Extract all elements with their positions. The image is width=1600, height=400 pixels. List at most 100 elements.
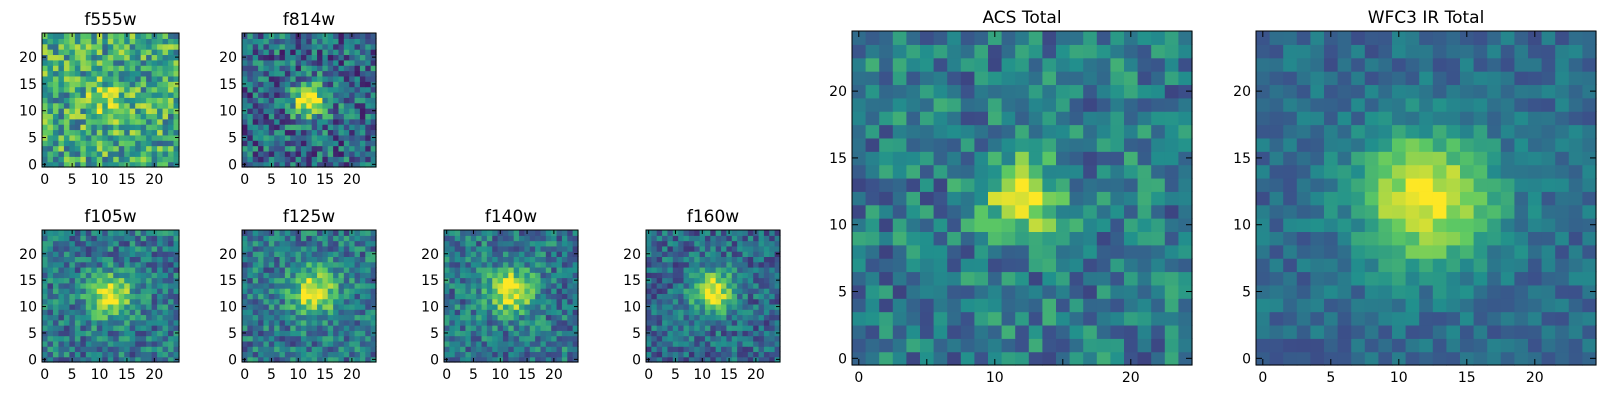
heatmap-cell (140, 293, 147, 300)
heatmap-cell (988, 231, 1003, 246)
heatmap-cell (338, 161, 345, 168)
heatmap-cell (47, 346, 54, 353)
heatmap-cell (753, 245, 760, 252)
heatmap-cell (58, 346, 65, 353)
heatmap-cell (85, 124, 92, 131)
heatmap-cell (333, 161, 340, 168)
heatmap-cell (710, 330, 717, 337)
heatmap-cell (1473, 298, 1488, 313)
heatmap-cell (52, 124, 60, 131)
heatmap-cell (52, 161, 60, 168)
heatmap-cell (85, 240, 92, 247)
heatmap-cell (960, 111, 975, 126)
heatmap-cell (1137, 151, 1152, 166)
heatmap-cell (947, 164, 962, 179)
heatmap-cell (1378, 284, 1393, 299)
heatmap-cell (988, 124, 1003, 139)
heatmap-cell (118, 150, 125, 157)
heatmap-cell (135, 33, 142, 39)
heatmap-cell (258, 86, 265, 93)
heatmap-cell (763, 261, 770, 268)
heatmap-cell (146, 43, 153, 50)
heatmap-cell (1028, 97, 1043, 112)
heatmap-cell (1069, 258, 1084, 273)
axes-frame (241, 32, 377, 168)
heatmap-cell (290, 134, 297, 141)
heatmap-cell (242, 91, 248, 98)
heatmap-cell (113, 124, 120, 131)
heatmap-cell (338, 298, 345, 305)
heatmap-cell (263, 118, 270, 125)
heatmap-cell (486, 256, 493, 263)
heatmap-cell (113, 335, 120, 342)
heatmap-cell (247, 335, 254, 342)
heatmap-cell (279, 319, 286, 326)
heatmap-cell (279, 282, 286, 289)
heatmap-cell (290, 43, 297, 50)
heatmap-cell (279, 97, 286, 104)
heatmap-cell (74, 38, 81, 45)
heatmap-cell (274, 33, 281, 39)
heatmap-cell (247, 38, 254, 45)
heatmap-cell (1555, 204, 1570, 219)
heatmap-cell (102, 351, 109, 358)
heatmap-cell (146, 261, 153, 268)
heatmap-cell (252, 303, 259, 310)
heatmap-cell (118, 272, 125, 279)
heatmap-cell (947, 311, 962, 326)
heatmap-cell (460, 314, 467, 321)
heatmap-cell (135, 309, 142, 316)
heatmap-cell (74, 161, 81, 168)
heatmap-cell (678, 256, 685, 263)
heatmap-cell (124, 256, 131, 263)
heatmap-cell (129, 309, 136, 316)
heatmap-cell (370, 145, 377, 152)
heatmap-cell (1056, 231, 1071, 246)
heatmap-cell (1151, 284, 1166, 299)
heatmap-cell (1178, 231, 1193, 246)
heatmap-cell (129, 81, 136, 88)
heatmap-cell (529, 340, 536, 347)
heatmap-cell (1555, 351, 1570, 366)
x-tick-label: 20 (343, 367, 361, 383)
heatmap-cell (107, 272, 114, 279)
heatmap-cell (758, 272, 765, 279)
heatmap-cell (359, 288, 366, 294)
heatmap-cell (672, 298, 679, 305)
heatmap-cell (1432, 244, 1447, 259)
heatmap-cell (656, 235, 663, 242)
heatmap-cell (263, 293, 270, 300)
heatmap-cell (502, 293, 509, 300)
heatmap-cell (370, 309, 377, 316)
heatmap-cell (513, 266, 520, 273)
heatmap-cell (879, 284, 894, 299)
heatmap-cell (263, 240, 270, 247)
axes-frame (241, 229, 377, 363)
heatmap-cell (449, 335, 456, 342)
heatmap-cell (1541, 231, 1556, 246)
heatmap-cell (333, 230, 340, 236)
heatmap-cell (1178, 191, 1193, 206)
heatmap-cell (465, 240, 472, 247)
heatmap-cell (343, 356, 350, 363)
heatmap-cell (852, 164, 867, 179)
heatmap-cell (960, 338, 975, 353)
heatmap-cell (343, 140, 350, 147)
heatmap-cell (454, 325, 461, 331)
heatmap-cell (567, 340, 574, 347)
heatmap-cell (1028, 258, 1043, 273)
heatmap-cell (349, 102, 356, 109)
heatmap-cell (96, 75, 103, 82)
heatmap-cell (465, 282, 472, 289)
heatmap-cell (146, 86, 153, 93)
heatmap-cell (960, 31, 975, 45)
heatmap-cell (688, 330, 695, 337)
heatmap-cell (102, 230, 109, 236)
heatmap-cell (1110, 124, 1125, 139)
heatmap-cell (118, 91, 125, 98)
heatmap-cell (124, 54, 131, 61)
heatmap-cell (1001, 298, 1016, 313)
heatmap-cell (920, 218, 935, 232)
heatmap-cell (508, 272, 515, 279)
heatmap-cell (274, 319, 281, 326)
